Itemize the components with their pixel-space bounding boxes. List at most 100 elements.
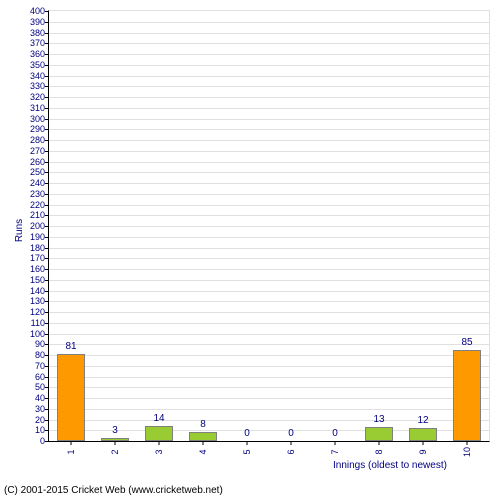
gridline: [49, 377, 489, 378]
bar-value-label: 0: [244, 428, 250, 439]
ytick-label: 0: [40, 436, 45, 446]
bar: [145, 426, 173, 441]
xtick-label: 7: [330, 449, 340, 454]
bar: [409, 428, 437, 441]
xtick-label: 1: [66, 449, 76, 454]
xtick-mark: [203, 441, 204, 445]
bar: [365, 427, 393, 441]
bar-value-label: 13: [373, 414, 384, 425]
ytick-label: 370: [30, 38, 45, 48]
ytick-label: 110: [31, 318, 45, 328]
gridline: [49, 183, 489, 184]
ytick-mark: [45, 11, 49, 12]
ytick-mark: [45, 334, 49, 335]
ytick-label: 360: [30, 49, 45, 59]
bar-value-label: 14: [153, 413, 164, 424]
gridline: [49, 312, 489, 313]
ytick-mark: [45, 86, 49, 87]
gridline: [49, 323, 489, 324]
chart-container: 0102030405060708090100110120130140150160…: [0, 0, 500, 500]
ytick-mark: [45, 280, 49, 281]
ytick-mark: [45, 269, 49, 270]
xtick-label: 3: [154, 449, 164, 454]
ytick-label: 290: [30, 124, 45, 134]
xtick-mark: [71, 441, 72, 445]
ytick-label: 350: [30, 60, 45, 70]
ytick-label: 400: [30, 6, 45, 16]
ytick-mark: [45, 430, 49, 431]
ytick-mark: [45, 162, 49, 163]
gridline: [49, 97, 489, 98]
ytick-label: 340: [30, 71, 45, 81]
gridline: [49, 54, 489, 55]
ytick-mark: [45, 43, 49, 44]
ytick-label: 210: [30, 210, 45, 220]
gridline: [49, 226, 489, 227]
ytick-label: 70: [35, 361, 45, 371]
ytick-mark: [45, 312, 49, 313]
ytick-label: 240: [30, 178, 45, 188]
ytick-mark: [45, 54, 49, 55]
ytick-label: 190: [30, 232, 45, 242]
xtick-label: 8: [374, 449, 384, 454]
xtick-label: 10: [462, 447, 472, 457]
ytick-label: 320: [30, 92, 45, 102]
bar-value-label: 0: [288, 428, 294, 439]
ytick-mark: [45, 387, 49, 388]
gridline: [49, 258, 489, 259]
ytick-mark: [45, 76, 49, 77]
y-axis-title: Runs: [14, 219, 25, 242]
gridline: [49, 194, 489, 195]
bar-value-label: 12: [417, 415, 428, 426]
bar: [57, 354, 85, 441]
ytick-mark: [45, 237, 49, 238]
bar: [189, 432, 217, 441]
ytick-mark: [45, 151, 49, 152]
ytick-mark: [45, 205, 49, 206]
gridline: [49, 43, 489, 44]
ytick-label: 390: [30, 17, 45, 27]
bar: [453, 350, 481, 441]
xtick-mark: [115, 441, 116, 445]
gridline: [49, 269, 489, 270]
ytick-label: 230: [30, 189, 45, 199]
gridline: [49, 76, 489, 77]
ytick-label: 130: [30, 296, 45, 306]
ytick-mark: [45, 377, 49, 378]
ytick-label: 80: [35, 350, 45, 360]
gridline: [49, 172, 489, 173]
ytick-label: 200: [30, 221, 45, 231]
gridline: [49, 215, 489, 216]
ytick-mark: [45, 129, 49, 130]
ytick-label: 260: [30, 157, 45, 167]
ytick-label: 300: [30, 114, 45, 124]
gridline: [49, 86, 489, 87]
bar-value-label: 0: [332, 428, 338, 439]
ytick-mark: [45, 65, 49, 66]
gridline: [49, 237, 489, 238]
ytick-mark: [45, 108, 49, 109]
gridline: [49, 291, 489, 292]
ytick-label: 60: [35, 372, 45, 382]
gridline: [49, 280, 489, 281]
ytick-label: 220: [30, 200, 45, 210]
ytick-mark: [45, 420, 49, 421]
bar-value-label: 3: [112, 425, 118, 436]
ytick-mark: [45, 301, 49, 302]
gridline: [49, 334, 489, 335]
ytick-mark: [45, 366, 49, 367]
ytick-label: 120: [30, 307, 45, 317]
gridline: [49, 205, 489, 206]
xtick-mark: [247, 441, 248, 445]
ytick-label: 380: [30, 28, 45, 38]
ytick-mark: [45, 97, 49, 98]
ytick-mark: [45, 140, 49, 141]
ytick-label: 310: [30, 103, 45, 113]
xtick-mark: [291, 441, 292, 445]
xtick-label: 6: [286, 449, 296, 454]
ytick-mark: [45, 119, 49, 120]
ytick-mark: [45, 441, 49, 442]
ytick-mark: [45, 226, 49, 227]
ytick-mark: [45, 172, 49, 173]
xtick-label: 2: [110, 449, 120, 454]
